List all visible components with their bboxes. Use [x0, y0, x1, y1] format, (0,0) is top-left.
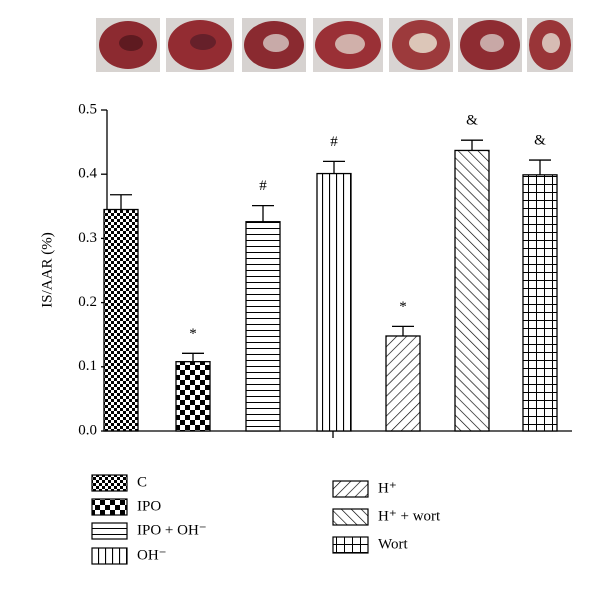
- annotation: *: [399, 299, 407, 315]
- annotation: #: [259, 178, 267, 194]
- annotation: &: [534, 133, 546, 149]
- legend-swatch: [91, 522, 128, 540]
- bar: [103, 208, 139, 432]
- legend-swatch: [332, 508, 369, 526]
- legend-swatch: [332, 536, 369, 554]
- legend-label: IPO: [137, 498, 161, 514]
- bar: [175, 361, 211, 432]
- y-tick-label: 0.4: [78, 166, 97, 182]
- bar: [454, 149, 490, 432]
- legend-label: C: [137, 474, 147, 490]
- y-tick-label: 0.3: [78, 230, 97, 246]
- legend-swatch: [91, 498, 128, 516]
- legend-label: IPO + OH⁻: [137, 522, 207, 538]
- legend-swatch: [91, 547, 128, 565]
- y-tick-label: 0.0: [78, 422, 97, 438]
- legend-label: H⁺ + wort: [378, 508, 441, 524]
- bar: [245, 221, 281, 432]
- legend-label: Wort: [378, 536, 408, 552]
- legend-label: H⁺: [378, 480, 397, 496]
- legend-swatch: [332, 480, 369, 498]
- y-axis-label: IS/AAR (%): [39, 232, 55, 307]
- bar: [316, 172, 352, 432]
- y-tick-label: 0.5: [78, 101, 97, 117]
- legend-label: OH⁻: [137, 547, 167, 563]
- bar: [522, 174, 558, 432]
- annotation: *: [189, 326, 197, 342]
- y-tick-label: 0.2: [78, 294, 97, 310]
- annotation: &: [466, 113, 478, 129]
- bar: [385, 335, 421, 432]
- y-tick-label: 0.1: [78, 358, 97, 374]
- legend-swatch: [91, 474, 128, 492]
- heart-images: [96, 18, 573, 72]
- annotation: #: [330, 134, 338, 150]
